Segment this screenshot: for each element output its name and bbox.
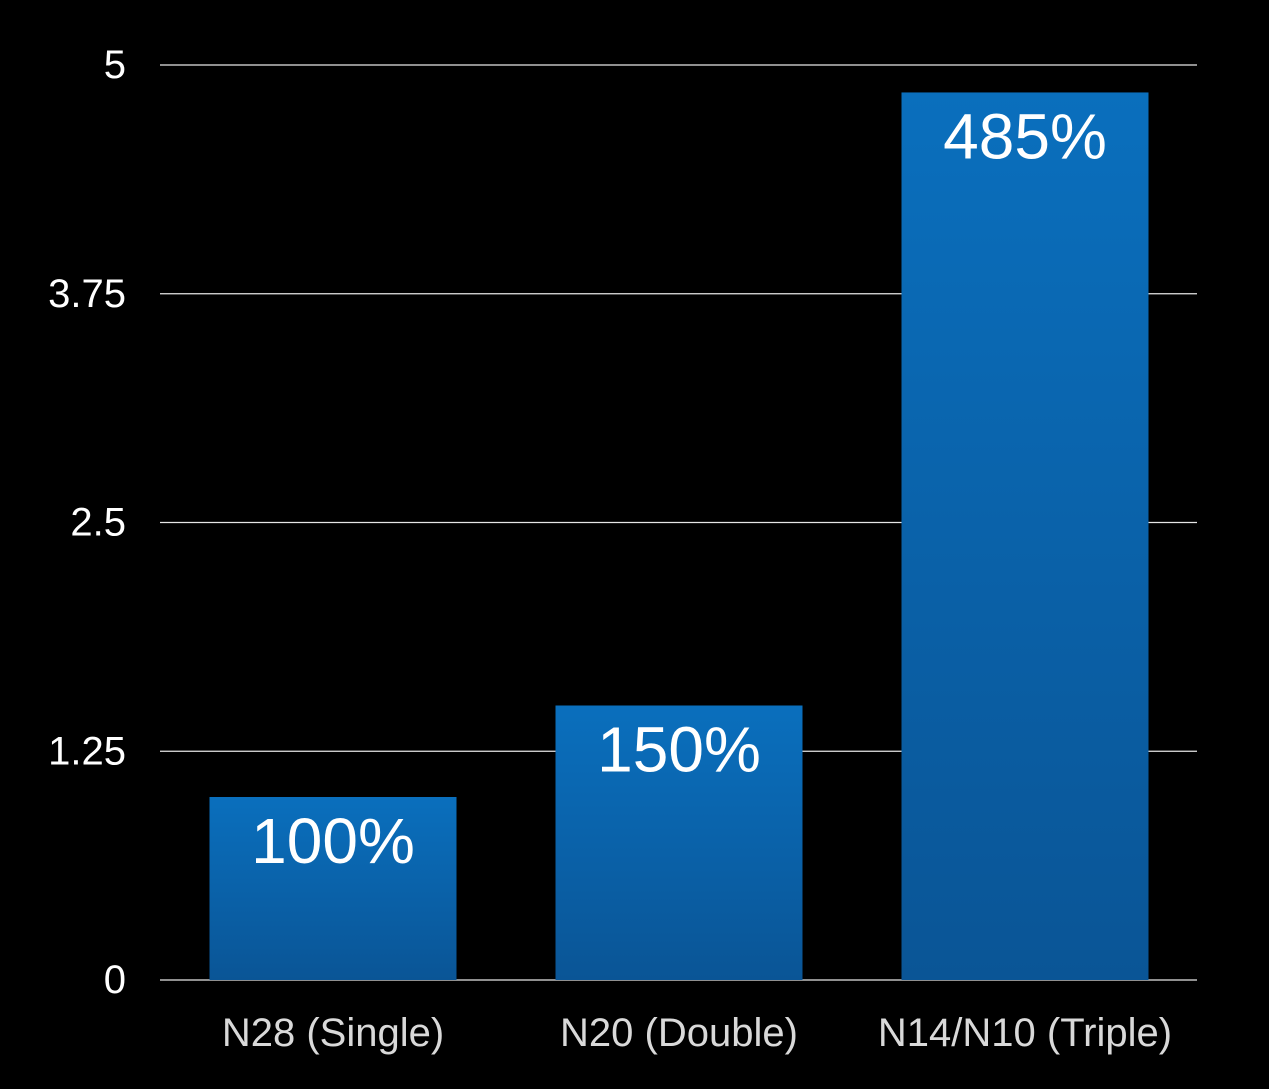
y-tick-label: 3.75 [48,272,126,316]
bar [209,797,457,980]
x-category-label: N14/N10 (Triple) [878,1011,1172,1055]
bars [209,92,1149,980]
x-category-label: N28 (Single) [222,1011,444,1055]
y-axis-tick-labels: 0 1.25 2.5 3.75 5 [48,43,126,1002]
y-tick-label: 0 [104,958,126,1002]
y-tick-label: 5 [104,43,126,87]
y-tick-label: 2.5 [70,501,126,545]
bar-data-label: 485% [943,100,1107,172]
x-axis-category-labels: N28 (Single) N20 (Double) N14/N10 (Triple) [222,1011,1172,1055]
bar-data-label: 150% [597,714,761,786]
bar-data-labels: 100% 150% 485% [251,100,1107,877]
bar [555,705,803,980]
y-tick-label: 1.25 [48,729,126,773]
bar-data-label: 100% [251,805,415,877]
bar [901,92,1149,980]
x-category-label: N20 (Double) [560,1011,798,1055]
